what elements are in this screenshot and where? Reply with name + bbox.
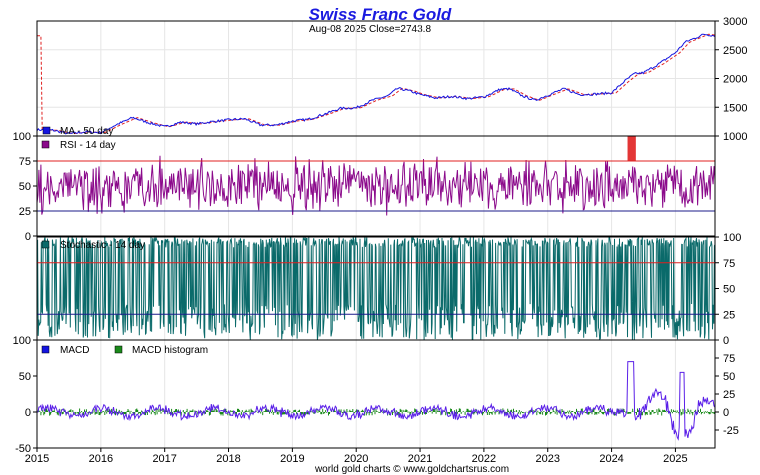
- stochastic-tick-label: 50: [723, 284, 735, 296]
- x-tick-label: 2025: [663, 453, 687, 465]
- macd-right-tick-label: -25: [723, 425, 739, 437]
- ma-legend-label: MA - 50 day: [60, 126, 113, 137]
- macd-tick-label: 0: [25, 407, 31, 419]
- ma-legend-swatch: [42, 126, 51, 135]
- rsi-tick-label: 25: [19, 206, 31, 218]
- price-tick-label: 2500: [723, 45, 747, 57]
- chart-subtitle: Aug-08 2025 Close=2743.8: [309, 24, 431, 35]
- panel-frame-rsi: [36, 135, 716, 237]
- rsi-overbought-fill: [627, 136, 636, 161]
- stochastic-tick-label: 25: [723, 309, 735, 321]
- price-tick-label: 1500: [723, 102, 747, 114]
- macd-tick-label: -50: [15, 443, 31, 455]
- macd-histogram-legend-swatch: [114, 345, 123, 354]
- x-tick-label: 2023: [535, 453, 559, 465]
- macd-right-tick-label: 25: [723, 389, 735, 401]
- macd-line: [36, 361, 716, 441]
- rsi-tick-label: 75: [19, 156, 31, 168]
- x-tick-label: 2018: [216, 453, 240, 465]
- rsi-tick-label: 100: [13, 131, 31, 143]
- chart-title: Swiss Franc Gold: [309, 5, 452, 24]
- footer-credit: world gold charts © www.goldchartsrus.co…: [314, 464, 509, 475]
- stochastic-tick-label: 0: [723, 335, 729, 347]
- price-line: [36, 33, 716, 135]
- x-tick-label: 2022: [472, 453, 496, 465]
- price-tick-label: 1000: [723, 131, 747, 143]
- stochastic-legend-label: Stochastic - 14 day: [60, 240, 145, 251]
- price-tick-label: 2000: [723, 74, 747, 86]
- stochastic-tick-label: 100: [723, 232, 741, 244]
- macd-tick-label: 50: [19, 371, 31, 383]
- rsi-tick-label: 0: [25, 231, 31, 243]
- rsi-legend-label: RSI - 14 day: [60, 140, 116, 151]
- x-tick-label: 2019: [280, 453, 304, 465]
- rsi-legend-swatch: [41, 140, 50, 149]
- macd-right-tick-label: 75: [723, 353, 735, 365]
- x-tick-label: 2024: [599, 453, 623, 465]
- panel-frame-macd: [36, 339, 716, 449]
- macd-legend-label: MACD: [60, 345, 89, 356]
- x-tick-label: 2020: [344, 453, 368, 465]
- macd-right-tick-label: 50: [723, 371, 735, 383]
- price-tick-label: 3000: [723, 16, 747, 28]
- x-tick-label: 2016: [89, 453, 113, 465]
- ma-50-line: [37, 33, 716, 135]
- stochastic-tick-label: 75: [723, 258, 735, 270]
- macd-right-tick-label: 0: [723, 407, 729, 419]
- rsi-line: [36, 155, 716, 216]
- rsi-tick-label: 50: [19, 181, 31, 193]
- x-tick-label: 2021: [408, 453, 432, 465]
- x-tick-label: 2017: [152, 453, 176, 465]
- macd-legend-swatch: [41, 345, 50, 354]
- x-tick-label: 2015: [25, 453, 49, 465]
- macd-histogram-legend-label: MACD histogram: [132, 345, 208, 356]
- stochastic-line: [36, 235, 716, 341]
- macd-tick-label: 100: [13, 335, 31, 347]
- stochastic-legend-swatch: [41, 240, 50, 249]
